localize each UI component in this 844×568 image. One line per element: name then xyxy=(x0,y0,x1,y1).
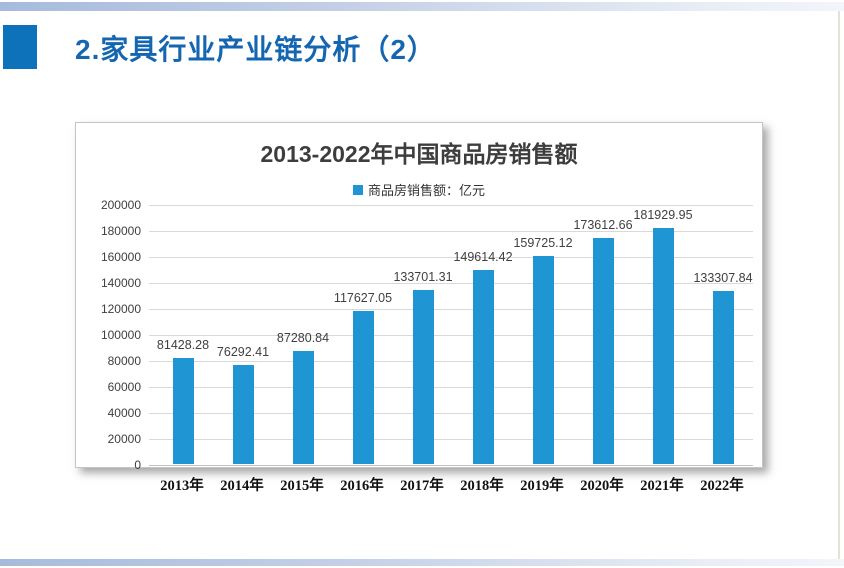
bar-2021年 xyxy=(652,227,674,464)
x-axis-tick-label: 2020年 xyxy=(580,478,624,494)
chart-panel: 2013-2022年中国商品房销售额 商品房销售额：亿元 0 20000 40000… xyxy=(75,122,763,472)
y-axis-tick-label: 60000 xyxy=(107,380,141,394)
bar-2015年 xyxy=(292,350,314,464)
x-axis-tick-label: 2022年 xyxy=(700,478,744,494)
x-axis-tick-label: 2019年 xyxy=(520,478,564,494)
bar-value-label: 87280.84 xyxy=(276,330,330,345)
y-axis-tick-label: 20000 xyxy=(107,432,141,446)
x-axis-tick-label: 2017年 xyxy=(400,478,444,494)
bar-2018年 xyxy=(472,269,494,464)
y-axis-tick-label: 100000 xyxy=(100,328,141,342)
gridline xyxy=(149,283,753,284)
bar-value-label: 181929.95 xyxy=(633,207,693,222)
y-axis-tick-label: 200000 xyxy=(100,198,141,212)
title-accent-square xyxy=(3,25,37,69)
gridline xyxy=(149,465,753,466)
y-axis-tick-label: 120000 xyxy=(100,302,141,316)
bar-value-label: 133307.84 xyxy=(693,270,753,285)
x-axis-tick-label: 2021年 xyxy=(640,478,684,494)
y-axis-tick-label: 0 xyxy=(134,458,141,472)
gridline xyxy=(149,387,753,388)
gridline xyxy=(149,439,753,440)
gridline xyxy=(149,205,753,206)
bar-value-label: 173612.66 xyxy=(573,218,633,233)
y-axis-tick-label: 180000 xyxy=(100,224,141,238)
y-axis-tick-label: 40000 xyxy=(107,406,141,420)
bottom-accent-bar xyxy=(0,559,844,566)
gridline xyxy=(149,309,753,310)
bar-2016年 xyxy=(352,311,374,464)
top-accent-bar xyxy=(0,2,844,11)
y-axis-tick-label: 80000 xyxy=(107,354,141,368)
gridline xyxy=(149,231,753,232)
legend-marker-icon xyxy=(352,184,363,195)
chart-legend: 商品房销售额：亿元 xyxy=(76,180,762,199)
slide-title: 2.家具行业产业链分析（2） xyxy=(75,34,436,65)
plot-area: 0 20000 40000 60000 80000 100000 120000 140000 1… xyxy=(101,198,753,472)
x-axis-tick-label: 2016年 xyxy=(340,478,384,494)
y-axis-tick-label: 160000 xyxy=(100,250,141,264)
bar-value-label: 81428.28 xyxy=(156,338,210,353)
bar-value-label: 76292.41 xyxy=(216,344,270,359)
bar-value-label: 133701.31 xyxy=(393,270,453,285)
chart-title: 2013-2022年中国商品房销售额 xyxy=(260,141,578,167)
bar-2013年 xyxy=(172,358,194,464)
legend-label: 商品房销售额：亿元 xyxy=(367,183,485,198)
x-axis-tick-label: 2014年 xyxy=(220,478,264,494)
bar-2022年 xyxy=(712,290,734,464)
y-axis-tick-label: 140000 xyxy=(100,276,141,290)
bar-2017年 xyxy=(412,290,434,464)
bar-2020年 xyxy=(592,238,614,464)
gridline xyxy=(149,413,753,414)
bar-value-label: 117627.05 xyxy=(333,291,393,306)
x-axis-tick-label: 2013年 xyxy=(160,478,204,494)
bar-2019年 xyxy=(532,256,554,464)
x-axis-labels: 2013年 2014年 2015年 2016年 2017年 2018年 2019年 2020年… xyxy=(148,474,752,494)
x-axis-tick-label: 2018年 xyxy=(460,478,504,494)
gridline xyxy=(149,335,753,336)
x-axis-tick-label: 2015年 xyxy=(280,478,324,494)
bar-value-label: 159725.12 xyxy=(513,236,573,251)
gridline xyxy=(149,257,753,258)
bar-value-label: 149614.42 xyxy=(453,249,513,264)
bar-2014年 xyxy=(232,364,254,464)
right-edge-line xyxy=(838,11,840,559)
gridline xyxy=(149,361,753,362)
